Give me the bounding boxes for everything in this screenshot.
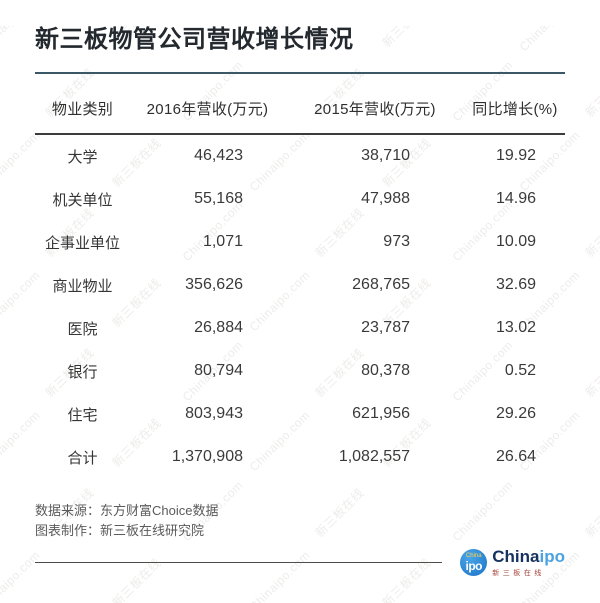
header-yoy-growth: 同比增长(%): [465, 73, 565, 135]
cell-y2016: 46,423: [194, 147, 243, 165]
cell-y2015: 973: [383, 233, 410, 251]
cell-category: 住宅: [67, 406, 98, 424]
footer-divider: [35, 562, 443, 564]
wordmark-ipo: ipo: [539, 546, 566, 566]
cell-growth: 10.09: [495, 233, 536, 251]
bottom-row: China ipo Chinaipo 新三板在线: [35, 544, 565, 582]
cell-category: 医院: [67, 320, 98, 338]
cell-growth: 26.64: [495, 448, 536, 466]
table-header-row: 物业类别 2016年营收(万元) 2015年营收(万元) 同比增长(%): [35, 73, 565, 135]
header-revenue-2015: 2015年营收(万元): [285, 73, 465, 135]
page-title: 新三板物管公司营收增长情况: [35, 26, 354, 53]
table-row: 大学 46,423 38,710 19.92: [35, 134, 565, 178]
header-property-type: 物业类别: [35, 73, 130, 135]
cell-growth: 29.26: [495, 405, 536, 423]
wordmark-china: China: [492, 546, 540, 566]
cell-y2015: 47,988: [361, 190, 410, 208]
cell-y2015: 621,956: [352, 405, 410, 423]
cell-category: 合计: [67, 449, 98, 467]
chinaipo-logo: China ipo Chinaipo 新三板在线: [460, 548, 565, 578]
cell-y2015: 1,082,557: [338, 448, 410, 466]
revenue-table: 物业类别 2016年营收(万元) 2015年营收(万元) 同比增长(%) 大学 4…: [35, 73, 565, 479]
cell-y2015: 268,765: [352, 276, 410, 294]
logo-subtext: 新三板在线: [492, 569, 545, 577]
cell-y2016: 356,626: [185, 276, 243, 294]
title-divider: [35, 71, 565, 74]
logo-wordmark-line: Chinaipo: [492, 548, 565, 565]
table-row: 机关单位 55,168 47,988 14.96: [35, 178, 565, 221]
table-row: 合计 1,370,908 1,082,557 26.64: [35, 436, 565, 479]
cell-growth: 19.92: [495, 147, 536, 165]
table-row: 住宅 803,943 621,956 29.26: [35, 393, 565, 436]
cell-category: 银行: [67, 363, 98, 381]
cell-y2016: 26,884: [194, 319, 243, 337]
cell-growth: 14.96: [495, 190, 536, 208]
table-row: 企事业单位 1,071 973 10.09: [35, 221, 565, 264]
table-row: 银行 80,794 80,378 0.52: [35, 350, 565, 393]
badge-ipo-label: ipo: [465, 559, 483, 574]
table-row: 医院 26,884 23,787 13.02: [35, 307, 565, 350]
cell-y2015: 38,710: [361, 147, 410, 165]
cell-category: 大学: [67, 148, 98, 166]
chart-maker-note: 图表制作：新三板在线研究院: [35, 522, 205, 538]
cell-growth: 0.52: [504, 362, 536, 380]
header-revenue-2016: 2016年营收(万元): [130, 73, 285, 135]
cell-y2016: 1,071: [202, 233, 243, 251]
cell-y2015: 80,378: [361, 362, 410, 380]
cell-growth: 13.02: [495, 319, 536, 337]
cell-category: 商业物业: [52, 277, 113, 295]
logo-wordmark: Chinaipo 新三板在线: [492, 548, 565, 578]
cell-y2016: 803,943: [185, 405, 243, 423]
cell-category: 企事业单位: [44, 234, 120, 252]
table-row: 商业物业 356,626 268,765 32.69: [35, 264, 565, 307]
cell-y2016: 55,168: [194, 190, 243, 208]
cell-y2016: 1,370,908: [171, 448, 243, 466]
cell-y2016: 80,794: [194, 362, 243, 380]
cell-category: 机关单位: [52, 191, 113, 209]
data-source-note: 数据来源：东方财富Choice数据: [35, 502, 219, 518]
badge-china-label: China: [465, 553, 482, 560]
infographic: 新三板物管公司营收增长情况 物业类别 2016年营收(万元) 2015年营收(万…: [0, 26, 600, 582]
cell-growth: 32.69: [495, 276, 536, 294]
chinaipo-badge-icon: China ipo: [460, 549, 488, 577]
cell-y2015: 23,787: [361, 319, 410, 337]
footer-notes: 数据来源：东方财富Choice数据 图表制作：新三板在线研究院: [35, 501, 565, 541]
